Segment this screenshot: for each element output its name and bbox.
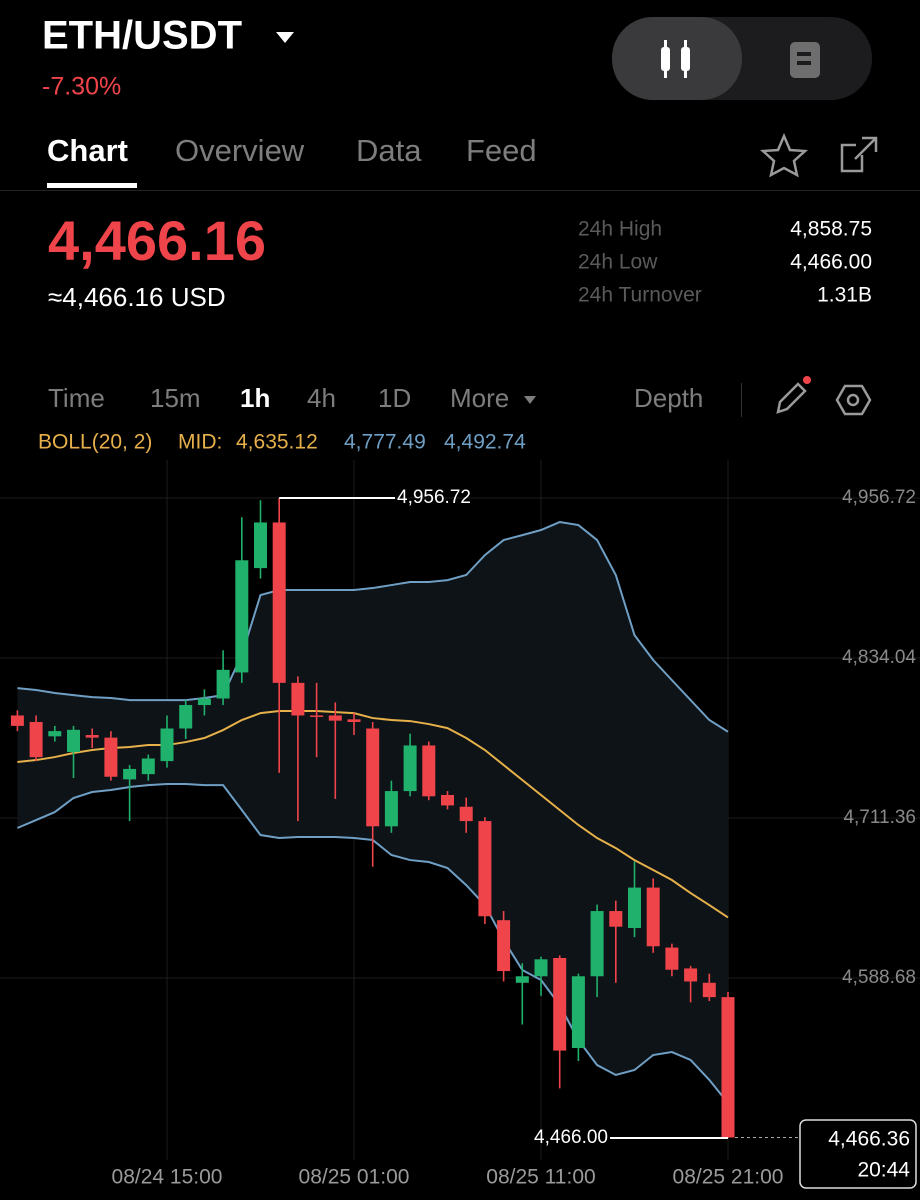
candle-body [141, 758, 155, 775]
candle-body [403, 745, 417, 792]
pair[interactable]: ETH/USDT [42, 14, 242, 58]
depth[interactable]: Depth [634, 383, 703, 413]
candle-body [104, 737, 118, 777]
stat-label: 24h Low [578, 251, 658, 274]
interval[interactable]: Time [48, 383, 105, 413]
indicator-label: BOLL(20, 2) [38, 431, 152, 454]
stat-value: 4,466.00 [790, 251, 872, 274]
star-icon[interactable] [759, 132, 809, 178]
boll-line [17, 521, 729, 733]
interval[interactable]: 1D [378, 383, 411, 413]
candle-body [646, 887, 660, 947]
indicator-upper: 4,777.49 [344, 431, 426, 454]
last-price: 4,466.16 [48, 209, 266, 272]
candle-body [272, 522, 286, 683]
interval[interactable]: 4h [307, 383, 336, 413]
separator [741, 383, 742, 417]
change: -7.30% [42, 73, 121, 101]
stat-value: 4,858.75 [790, 218, 872, 241]
settings-icon-center [846, 393, 860, 407]
candle-body [553, 958, 567, 1051]
candle-body [29, 721, 43, 758]
settings-icon[interactable] [835, 384, 872, 416]
candle-body [216, 669, 230, 699]
y-tick-label: 4,711.36 [843, 807, 916, 828]
x-tick-label: 08/25 01:00 [299, 1166, 410, 1189]
tab[interactable]: Data [356, 133, 422, 168]
indicator-lower: 4,492.74 [444, 431, 526, 454]
candle-body [85, 735, 99, 738]
stat-label: 24h High [578, 218, 662, 241]
draw-icon[interactable] [776, 382, 807, 414]
last-price-label: 4,466.36 [828, 1128, 910, 1151]
candle-body [347, 719, 361, 722]
doc-icon[interactable] [790, 42, 820, 78]
x-tick-label: 08/25 21:00 [673, 1166, 784, 1189]
indicator-mid: 4,635.12 [236, 431, 318, 454]
candle-body [179, 705, 193, 729]
tab[interactable]: Feed [466, 133, 537, 168]
more-arrow [524, 396, 536, 404]
candle-body [197, 698, 211, 706]
candle-body [571, 976, 585, 1048]
countdown: 20:44 [857, 1159, 910, 1182]
candle-body [590, 911, 604, 977]
candle-body [441, 795, 454, 806]
candle-body [291, 682, 305, 716]
low-label: 4,466.00 [534, 1127, 608, 1148]
candle-body [422, 745, 436, 797]
dropdown-arrow[interactable] [276, 32, 294, 43]
candle-body [160, 728, 174, 762]
candle-body [366, 728, 380, 827]
candle-body [384, 791, 398, 827]
candle-body [48, 731, 62, 737]
interval[interactable]: More [450, 383, 509, 413]
candle-body [10, 715, 24, 726]
candle-body [702, 982, 716, 998]
candle-body [254, 522, 267, 569]
divider [0, 190, 920, 191]
candle-body [328, 715, 342, 721]
usd-price: ≈4,466.16 USD [48, 282, 226, 312]
tab-underline [47, 183, 137, 188]
candle-body [123, 768, 137, 780]
candle-body [497, 920, 511, 972]
candle-body [459, 806, 473, 822]
share-icon[interactable] [840, 136, 878, 173]
interval[interactable]: 15m [150, 383, 201, 413]
candle-body [721, 997, 735, 1138]
badge [803, 376, 811, 384]
candle-body [609, 911, 623, 927]
candle-body [235, 560, 249, 673]
x-tick-label: 08/24 15:00 [112, 1166, 223, 1189]
high-label: 4,956.72 [397, 487, 471, 508]
candle-body [534, 959, 548, 977]
toggle-chart[interactable] [612, 17, 742, 100]
tab[interactable]: Chart [47, 133, 128, 168]
y-tick-label: 4,834.04 [842, 647, 916, 668]
stat-label: 24h Turnover [578, 284, 702, 307]
candle-body [684, 968, 698, 982]
candle-body [310, 715, 324, 717]
y-tick-label: 4,588.68 [842, 967, 916, 988]
last-price-box [799, 1119, 917, 1189]
candle-body [515, 976, 529, 983]
tab[interactable]: Overview [175, 133, 305, 168]
y-tick-label: 4,956.72 [842, 487, 916, 508]
candle-body [665, 947, 679, 970]
candle-body [67, 729, 80, 752]
x-tick-label: 08/25 11:00 [486, 1166, 595, 1189]
candle-icon [661, 40, 690, 78]
stat-value: 1.31B [817, 284, 872, 307]
candle-body [628, 887, 641, 929]
indicator-mid-label: MID: [178, 431, 222, 454]
candle-body [478, 821, 492, 917]
boll-line [17, 710, 729, 919]
interval-active[interactable]: 1h [240, 383, 270, 413]
